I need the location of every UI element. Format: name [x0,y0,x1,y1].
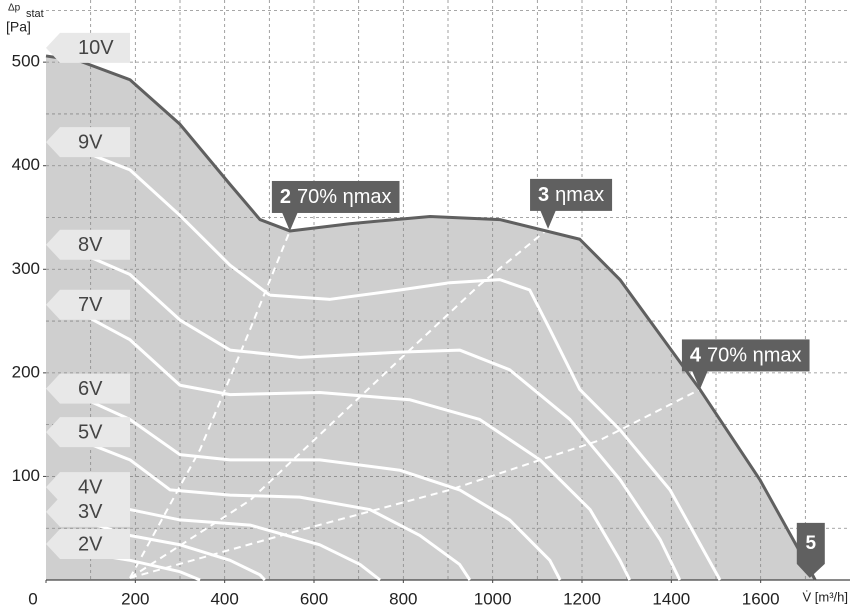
point-label-number: 3 [538,184,549,206]
efficiency-line [129,228,549,579]
point-label-box [271,180,400,213]
voltage-tag: 9V [46,127,130,158]
voltage-tag-label: 10V [78,37,114,59]
point-label-text: 2 70% ηmax [280,186,392,208]
voltage-tag-label: 5V [78,421,103,443]
point-label-caption: ηmax [555,184,604,206]
voltage-curve [79,148,722,581]
x-tick-label: 1400 [652,589,690,608]
point-label: 3 ηmax [530,178,613,229]
point-label: 5 [796,522,825,578]
voltage-tag-shape [46,496,130,527]
plot [43,0,850,583]
voltage-curve [79,251,682,581]
y-tick-label: 200 [12,362,40,381]
voltage-curve [79,311,632,581]
y-label-sub: stat [26,8,44,20]
point-label-box [530,178,613,211]
x-tick-label: 400 [210,589,238,608]
point-label-text: 4 70% ηmax [690,345,802,367]
point-label: 4 70% ηmax [681,339,810,390]
point-label-number: 5 [806,533,817,554]
voltage-tag-label: 3V [78,501,103,523]
voltage-tag-label: 8V [78,234,103,256]
voltage-tag-label: 6V [78,378,103,400]
efficiency-line [129,230,291,579]
voltage-tag: 3V [46,496,130,527]
voltage-tag: 4V [46,472,130,503]
point-label-number: 4 [690,345,702,367]
x-tick-label: 600 [300,589,328,608]
point-label-number: 2 [280,186,291,208]
voltage-tag-label: 7V [78,294,103,316]
voltage-tag: 8V [46,229,130,260]
y-label-unit: [Pa] [6,19,31,35]
voltage-tag-shape [46,373,130,404]
voltage-curve [45,54,817,581]
voltage-tag-label: 9V [78,131,103,153]
x-tick-label: 1000 [474,589,512,608]
voltage-tag: 5V [46,417,130,448]
point-label: 2 70% ηmax [271,180,400,231]
point-label-caption: 70% ηmax [707,345,802,367]
point-label-pointer [691,370,708,390]
y-tick-label: 400 [12,155,40,174]
x-tick-label: 800 [389,589,417,608]
voltage-tag: 6V [46,373,130,404]
operating-area [46,55,816,580]
x-label: V̇ [m³/h] [802,589,848,604]
voltage-tag: 10V [46,32,130,63]
voltage-tag-shape [46,289,130,320]
point-label-caption: 70% ηmax [297,186,392,208]
voltage-tag-shape [46,529,130,560]
point-label-pointer [281,211,298,231]
x-tick-label: 1200 [563,589,601,608]
point-label-box [796,522,825,578]
point-label-box [681,339,810,372]
voltage-tag-shape [46,472,130,503]
point-label-pointer [540,209,557,229]
y-tick-label: 500 [12,52,40,71]
y-tick-label: 300 [12,259,40,278]
voltage-tag-label: 4V [78,476,103,498]
x-tick-label: 0 [28,589,37,608]
voltage-tag-label: 2V [78,533,103,555]
y-label-symbol: Δp [8,3,21,14]
x-tick-label: 1600 [742,589,780,608]
voltage-tag-shape [46,417,130,448]
y-tick-label: 100 [12,466,40,485]
voltage-tag-shape [46,229,130,260]
x-tick-label: 200 [121,589,149,608]
voltage-curve [79,395,562,581]
voltage-curve [79,438,472,581]
voltage-tag: 7V [46,289,130,320]
voltage-tag: 2V [46,529,130,560]
voltage-tag-shape [46,127,130,158]
point-label-text: 3 ηmax [538,184,604,206]
voltage-tag-shape [46,32,130,63]
